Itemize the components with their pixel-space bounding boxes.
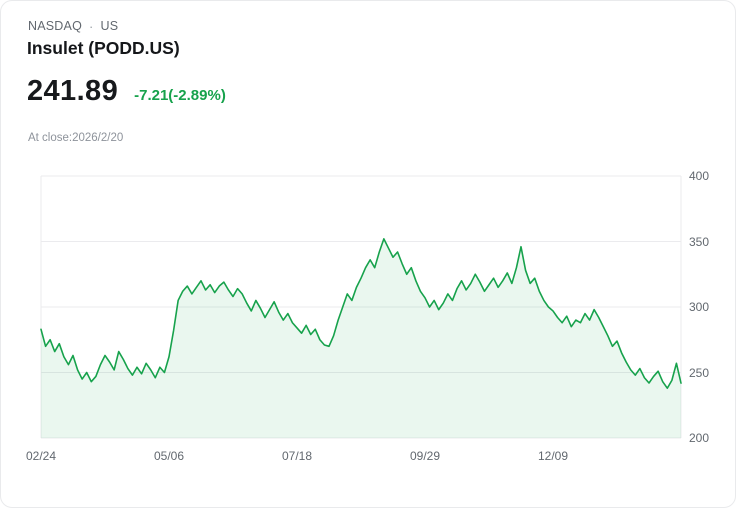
price-chart[interactable] <box>40 175 682 439</box>
exchange-row: NASDAQ · US <box>28 19 118 33</box>
region-label: US <box>100 19 119 33</box>
x-axis-label: 09/29 <box>409 449 441 463</box>
area-fill <box>41 238 681 438</box>
y-axis-label: 200 <box>689 431 710 445</box>
x-axis-label: 02/24 <box>25 449 57 463</box>
y-axis-label: 300 <box>689 300 710 314</box>
exchange-label: NASDAQ <box>28 19 82 33</box>
close-note: At close:2026/2/20 <box>28 132 124 144</box>
y-axis-label: 400 <box>689 169 710 183</box>
x-axis-label: 07/18 <box>281 449 313 463</box>
y-axis-label: 250 <box>689 365 710 380</box>
x-axis-label: 12/09 <box>537 449 569 463</box>
separator-dot: · <box>89 18 94 34</box>
stock-title: Insulet (PODD.US) <box>27 38 180 58</box>
y-axis-label: 350 <box>689 234 710 249</box>
stock-change: -7.21(-2.89%) <box>134 87 226 104</box>
price-row: 241.89 -7.21(-2.89%) <box>27 75 226 108</box>
x-axis-label: 05/06 <box>153 449 185 463</box>
price-line <box>40 238 682 390</box>
stock-price: 241.89 <box>27 75 119 107</box>
